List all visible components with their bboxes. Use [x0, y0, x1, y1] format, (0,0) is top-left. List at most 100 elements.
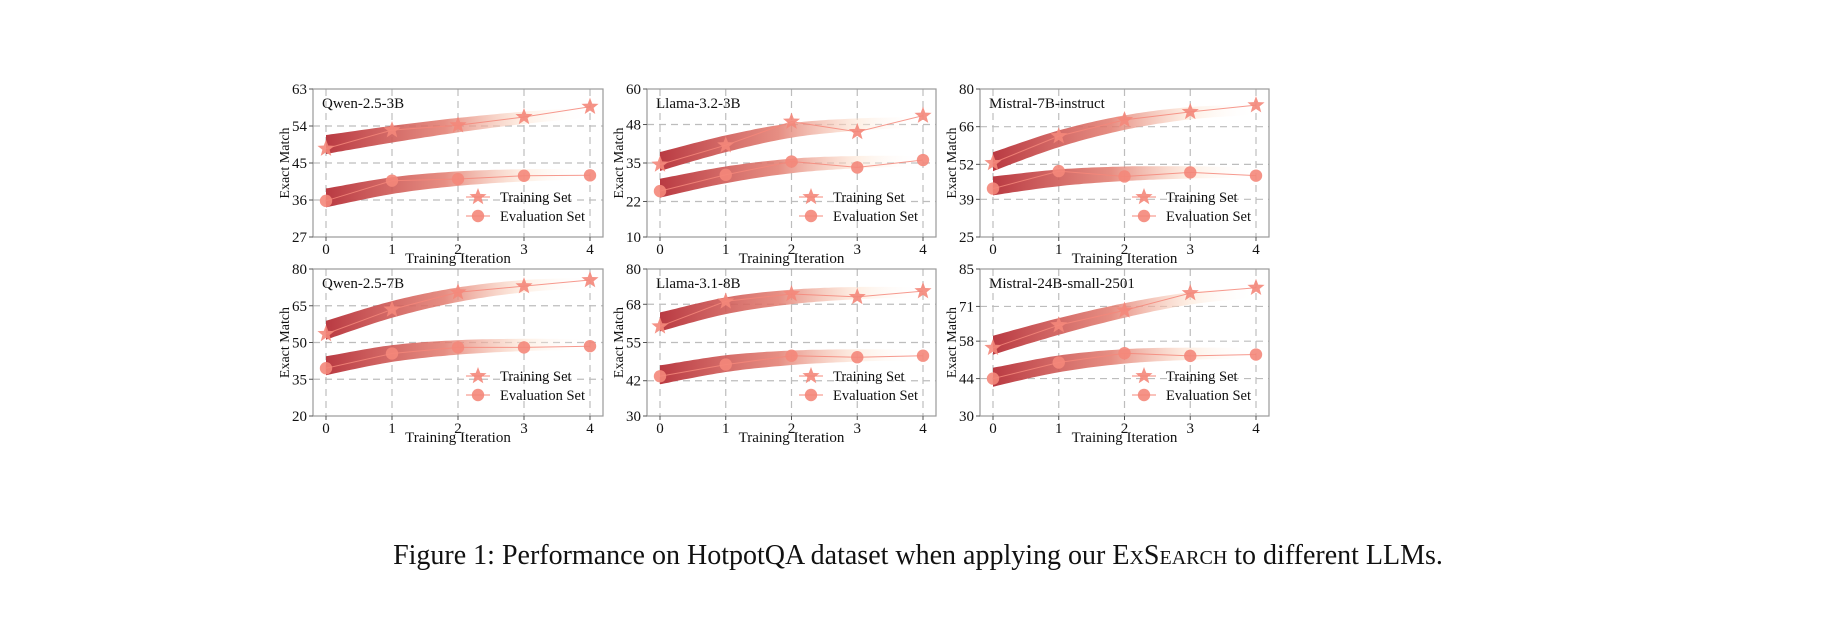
- star-marker: [848, 287, 866, 305]
- circle-marker: [319, 362, 333, 375]
- y-axis-label: Exact Match: [612, 127, 627, 198]
- chart-panel: 20 35 50 65 80 0 1 2 3 4 Training Iteration Exact M…: [278, 262, 604, 446]
- x-tick-label: 4: [919, 242, 927, 258]
- circle-marker: [1118, 170, 1131, 183]
- circle-marker: [451, 172, 465, 186]
- y-tick-label: 10: [626, 230, 641, 246]
- x-tick-label: 3: [854, 421, 862, 437]
- legend-circle-icon: [804, 209, 818, 223]
- circle-marker: [653, 184, 667, 198]
- circle-marker: [517, 341, 531, 354]
- circle-marker: [719, 168, 732, 182]
- circle-marker: [986, 182, 1000, 195]
- y-tick-label: 25: [959, 230, 974, 246]
- y-axis-label: Exact Match: [278, 307, 293, 378]
- star-marker: [383, 300, 401, 317]
- y-tick-label: 71: [959, 299, 974, 315]
- x-tick-label: 0: [656, 242, 664, 258]
- x-tick-label: 4: [919, 421, 927, 437]
- star-marker: [717, 136, 735, 153]
- x-tick-label: 2: [454, 242, 462, 258]
- x-axis-label: Training Iteration: [405, 430, 511, 446]
- x-tick-label: 1: [1055, 421, 1063, 437]
- star-marker: [1181, 102, 1199, 120]
- star-marker: [449, 116, 467, 133]
- circle-marker: [1118, 346, 1131, 360]
- legend-label: Training Set: [1166, 190, 1238, 206]
- chart-panel: 10 22 35 48 60 0 1 2 3 4 Training Iteration Exact M…: [612, 82, 937, 267]
- y-tick-label: 65: [292, 299, 307, 315]
- star-marker: [914, 106, 932, 123]
- circle-marker: [851, 351, 864, 364]
- x-tick-label: 0: [322, 421, 330, 437]
- y-tick-label: 58: [959, 334, 974, 350]
- x-tick-label: 1: [388, 242, 396, 258]
- legend: Training Set Evaluation Set: [799, 188, 918, 225]
- legend-label: Evaluation Set: [500, 388, 585, 404]
- circle-marker: [851, 161, 864, 174]
- legend: Training Set Evaluation Set: [466, 367, 585, 404]
- y-axis-label: Exact Match: [612, 307, 627, 378]
- circle-marker: [385, 174, 399, 187]
- star-marker: [782, 284, 801, 302]
- x-tick-label: 2: [454, 421, 462, 437]
- x-tick-label: 2: [1121, 421, 1129, 437]
- star-marker: [581, 271, 599, 288]
- legend-circle-icon: [471, 388, 485, 402]
- star-marker: [984, 154, 1002, 171]
- y-tick-label: 22: [626, 194, 641, 210]
- y-tick-label: 36: [292, 193, 308, 209]
- x-tick-label: 3: [1187, 242, 1195, 258]
- star-marker: [1181, 284, 1199, 301]
- legend-star-icon: [469, 188, 487, 205]
- y-tick-label: 85: [959, 262, 974, 278]
- star-marker: [914, 282, 932, 299]
- chart-title: Mistral-24B-small-2501: [989, 276, 1135, 292]
- legend-circle-icon: [1137, 388, 1151, 402]
- legend-label: Training Set: [500, 190, 572, 206]
- x-tick-label: 3: [520, 421, 528, 437]
- y-axis-label: Exact Match: [945, 307, 960, 378]
- star-marker: [1247, 96, 1265, 113]
- x-tick-label: 3: [520, 242, 528, 258]
- x-tick-label: 2: [788, 421, 796, 437]
- chart-panel: 27 36 45 54 63 0 1 2 3 4 Training Iteration Exact M…: [278, 82, 604, 267]
- x-tick-label: 3: [1187, 421, 1195, 437]
- star-marker: [449, 283, 467, 300]
- y-tick-label: 30: [959, 409, 974, 425]
- star-marker: [1247, 278, 1265, 295]
- y-tick-label: 35: [626, 156, 641, 172]
- y-tick-label: 66: [959, 120, 975, 136]
- x-axis-label: Training Iteration: [405, 251, 511, 267]
- x-axis-label: Training Iteration: [739, 430, 845, 446]
- legend: Training Set Evaluation Set: [1132, 367, 1251, 404]
- star-marker: [515, 277, 533, 294]
- circle-marker: [583, 169, 597, 182]
- legend: Training Set Evaluation Set: [466, 188, 585, 225]
- y-tick-label: 35: [292, 372, 307, 388]
- legend-star-icon: [802, 188, 820, 205]
- y-tick-label: 44: [959, 372, 975, 388]
- star-marker: [782, 112, 801, 129]
- y-tick-label: 63: [292, 82, 307, 98]
- circle-marker: [517, 169, 531, 182]
- y-tick-label: 27: [292, 230, 308, 246]
- chart-title: Llama-3.1-8B: [656, 276, 741, 292]
- x-tick-label: 0: [989, 242, 997, 258]
- legend-label: Evaluation Set: [833, 388, 918, 404]
- circle-marker: [319, 194, 333, 208]
- trend-band: [993, 287, 1256, 355]
- legend: Training Set Evaluation Set: [1132, 188, 1251, 225]
- y-tick-label: 60: [626, 82, 641, 98]
- chart-panel: 30 42 55 68 80 0 1 2 3 4 Training Iteration Exact M…: [612, 262, 937, 446]
- chart-panel: 25 39 52 66 80 0 1 2 3 4 Training Iteration Exact M…: [945, 82, 1270, 267]
- x-tick-label: 1: [388, 421, 396, 437]
- star-marker: [317, 324, 335, 342]
- y-tick-label: 39: [959, 192, 974, 208]
- chart-title: Llama-3.2-3B: [656, 96, 741, 112]
- legend-star-icon: [469, 367, 487, 384]
- x-tick-label: 4: [1252, 421, 1260, 437]
- circle-marker: [916, 349, 930, 362]
- star-marker: [1115, 301, 1134, 318]
- circle-marker: [785, 155, 798, 168]
